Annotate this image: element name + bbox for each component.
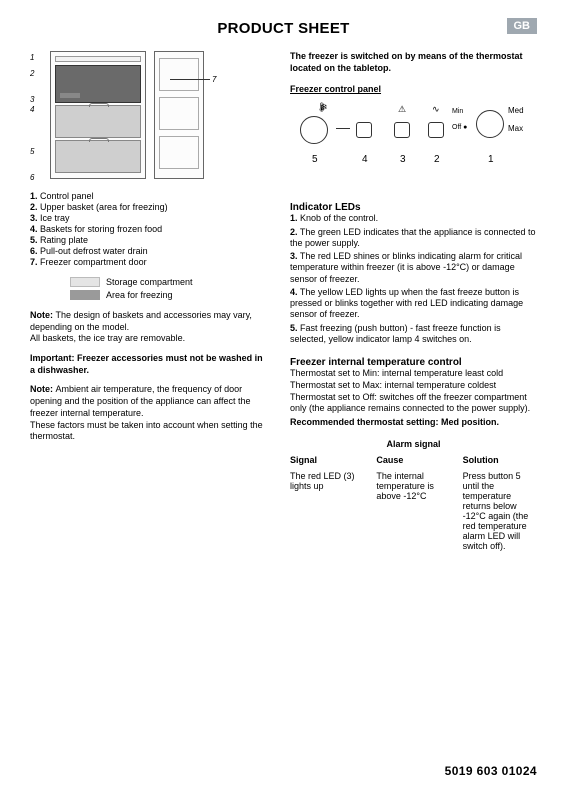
legend-label: Area for freezing: [106, 290, 173, 300]
wave-icon: ∿: [432, 104, 440, 115]
alarm-title: Alarm signal: [290, 439, 537, 449]
list-item: 5. Fast freezing (push button) - fast fr…: [290, 323, 537, 346]
callout-3: 3: [30, 95, 34, 104]
callout-5: 5: [30, 147, 34, 156]
callout-6: 6: [30, 173, 34, 182]
callout-1: 1: [30, 53, 34, 62]
right-column: The freezer is switched on by means of t…: [290, 51, 537, 551]
callout-2: 2: [30, 69, 34, 78]
list-item: 2. The green LED indicates that the appl…: [290, 227, 537, 250]
freezer-main: [50, 51, 146, 179]
intro-text: The freezer is switched on by means of t…: [290, 51, 537, 74]
alarm-cell: The red LED (3) lights up: [290, 471, 364, 491]
temp-control-title: Freezer internal temperature control: [290, 357, 537, 368]
list-item: 5. Rating plate: [30, 235, 270, 245]
basket-2: [55, 105, 141, 138]
temp-rec: Recommended thermostat setting: Med posi…: [290, 417, 537, 429]
legend-row: Storage compartment: [70, 277, 270, 287]
callout-4: 4: [30, 105, 34, 114]
snow-icon: ❄: [320, 102, 328, 113]
left-column: 1 2 3 4 5 6 7: [30, 51, 270, 551]
list-item: 6. Pull-out defrost water drain: [30, 246, 270, 256]
leds-list: 1. Knob of the control. 2. The green LED…: [290, 213, 537, 345]
freezer-door: [154, 51, 204, 179]
door-shelf: [159, 136, 199, 169]
cp-knob-5: [300, 116, 328, 144]
door-shelf: [159, 58, 199, 91]
list-item: 7. Freezer compartment door: [30, 257, 270, 267]
note-text: Note: The design of baskets and accessor…: [30, 310, 270, 345]
min-label: Min: [452, 108, 463, 115]
list-item: 4. The yellow LED lights up when the fas…: [290, 287, 537, 321]
legend: Storage compartment Area for freezing: [30, 277, 270, 300]
legend-label: Storage compartment: [106, 277, 193, 287]
columns: 1 2 3 4 5 6 7: [30, 51, 537, 551]
cp-button-3: [394, 122, 410, 138]
control-panel-title: Freezer control panel: [290, 84, 537, 94]
alarm-col-cause: Cause The internal temperature is above …: [376, 455, 450, 551]
temp-line: Thermostat set to Off: switches off the …: [290, 392, 537, 415]
alarm-cell: Press button 5 until the temperature ret…: [463, 471, 537, 551]
list-item: 1. Control panel: [30, 191, 270, 201]
control-panel-strip: [55, 56, 141, 62]
leds-title: Indicator LEDs: [290, 202, 537, 213]
list-item: 3. Ice tray: [30, 213, 270, 223]
callout-7: 7: [212, 75, 230, 84]
cp-num: 1: [488, 154, 494, 165]
alarm-head: Signal: [290, 455, 364, 465]
region-badge: GB: [507, 18, 538, 34]
alarm-cell: The internal temperature is above -12°C: [376, 471, 450, 501]
max-label: Max: [508, 124, 523, 133]
cp-button-4: [356, 122, 372, 138]
footer-code: 5019 603 01024: [445, 764, 537, 778]
note-text: Note: Ambient air temperature, the frequ…: [30, 384, 270, 442]
freezer-diagram: 1 2 3 4 5 6 7: [30, 51, 270, 179]
legend-swatch-storage: [70, 277, 100, 287]
cp-button-2: [428, 122, 444, 138]
cp-num: 4: [362, 154, 368, 165]
door-shelf: [159, 97, 199, 130]
list-item: 2. Upper basket (area for freezing): [30, 202, 270, 212]
alarm-head: Solution: [463, 455, 537, 465]
cp-num: 3: [400, 154, 406, 165]
alarm-table: Signal The red LED (3) lights up Cause T…: [290, 455, 537, 551]
upper-basket: [55, 65, 141, 103]
list-item: 1. Knob of the control.: [290, 213, 537, 224]
important-text: Important: Freezer accessories must not …: [30, 353, 270, 376]
cp-num: 5: [312, 154, 318, 165]
alarm-col-solution: Solution Press button 5 until the temper…: [463, 455, 537, 551]
off-label: Off ●: [452, 124, 467, 131]
legend-row: Area for freezing: [70, 290, 270, 300]
control-panel-diagram: 🌡 ❄ ⚠ ∿ Min Off ● Med Max 5 4 3 2 1: [290, 102, 537, 192]
page-title: PRODUCT SHEET: [30, 20, 537, 37]
cp-knob-1: [476, 110, 504, 138]
temp-line: Thermostat set to Min: internal temperat…: [290, 368, 537, 380]
alarm-head: Cause: [376, 455, 450, 465]
warn-icon: ⚠: [398, 104, 406, 115]
parts-list: 1. Control panel 2. Upper basket (area f…: [30, 191, 270, 267]
leader: [336, 128, 350, 129]
med-label: Med: [508, 106, 524, 115]
basket-3: [55, 140, 141, 173]
alarm-col-signal: Signal The red LED (3) lights up: [290, 455, 364, 551]
list-item: 3. The red LED shines or blinks indicati…: [290, 251, 537, 285]
temp-line: Thermostat set to Max: internal temperat…: [290, 380, 537, 392]
list-item: 4. Baskets for storing frozen food: [30, 224, 270, 234]
cp-num: 2: [434, 154, 440, 165]
legend-swatch-freezing: [70, 290, 100, 300]
